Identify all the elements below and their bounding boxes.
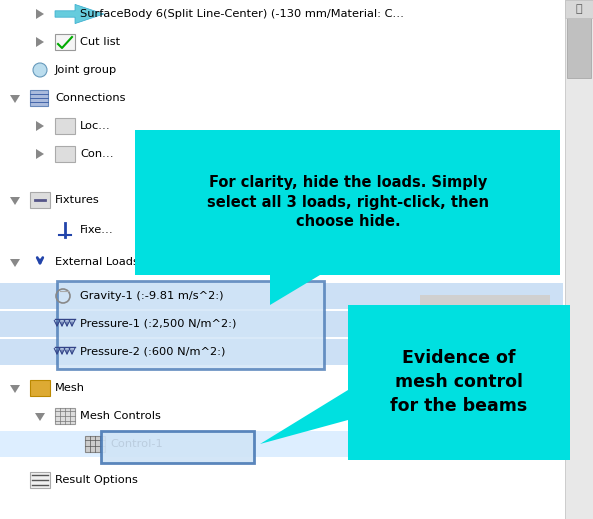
- Text: Loc…: Loc…: [80, 121, 111, 131]
- Text: Mesh: Mesh: [55, 383, 85, 393]
- Text: Gravity-1 (:-9.81 m/s^2:): Gravity-1 (:-9.81 m/s^2:): [80, 291, 224, 301]
- Polygon shape: [10, 197, 20, 205]
- Bar: [30, 472, 50, 488]
- Text: Result Options: Result Options: [55, 475, 138, 485]
- Polygon shape: [270, 275, 320, 305]
- Text: Connections: Connections: [55, 93, 126, 103]
- FancyBboxPatch shape: [101, 431, 254, 463]
- Bar: [420, 295, 550, 350]
- FancyBboxPatch shape: [135, 130, 560, 275]
- Bar: [0, 283, 563, 309]
- FancyBboxPatch shape: [57, 281, 324, 369]
- Text: Cut list: Cut list: [80, 37, 120, 47]
- Bar: [30, 192, 50, 208]
- Bar: [30, 380, 50, 396]
- Text: Mesh Controls: Mesh Controls: [80, 411, 161, 421]
- Text: Pressure-1 (:2,500 N/m^2:): Pressure-1 (:2,500 N/m^2:): [80, 319, 237, 329]
- Polygon shape: [36, 149, 44, 159]
- Text: External Loads: External Loads: [55, 257, 139, 267]
- FancyArrow shape: [55, 4, 104, 23]
- FancyBboxPatch shape: [348, 305, 570, 460]
- Text: ︿: ︿: [576, 4, 582, 14]
- Bar: [85, 436, 105, 452]
- Text: Control-1: Control-1: [110, 439, 162, 449]
- Polygon shape: [10, 385, 20, 393]
- Polygon shape: [36, 37, 44, 47]
- Text: Con…: Con…: [80, 149, 113, 159]
- Polygon shape: [260, 390, 348, 444]
- Polygon shape: [36, 9, 44, 19]
- Text: For clarity, hide the loads. Simply
select all 3 loads, right-click, then
choose: For clarity, hide the loads. Simply sele…: [207, 175, 489, 229]
- Text: Fixe…: Fixe…: [80, 225, 114, 235]
- Bar: [55, 118, 75, 134]
- Text: Fixtures: Fixtures: [55, 195, 100, 205]
- Circle shape: [33, 63, 47, 77]
- Text: SurfaceBody 6(Split Line-Center) (-130 mm/Material: C…: SurfaceBody 6(Split Line-Center) (-130 m…: [80, 9, 404, 19]
- Polygon shape: [35, 413, 45, 421]
- Text: Pressure-2 (:600 N/m^2:): Pressure-2 (:600 N/m^2:): [80, 347, 225, 357]
- Bar: [567, 18, 591, 78]
- Bar: [0, 311, 563, 337]
- Bar: [55, 146, 75, 162]
- Polygon shape: [10, 95, 20, 103]
- Polygon shape: [10, 259, 20, 267]
- Bar: [565, 0, 593, 519]
- Bar: [0, 339, 563, 365]
- Bar: [565, 0, 593, 18]
- Bar: [0, 431, 563, 457]
- Polygon shape: [36, 121, 44, 131]
- Text: Joint group: Joint group: [55, 65, 117, 75]
- Bar: [55, 34, 75, 50]
- Bar: [30, 90, 48, 106]
- Bar: [55, 408, 75, 424]
- Text: Evidence of
mesh control
for the beams: Evidence of mesh control for the beams: [390, 349, 528, 415]
